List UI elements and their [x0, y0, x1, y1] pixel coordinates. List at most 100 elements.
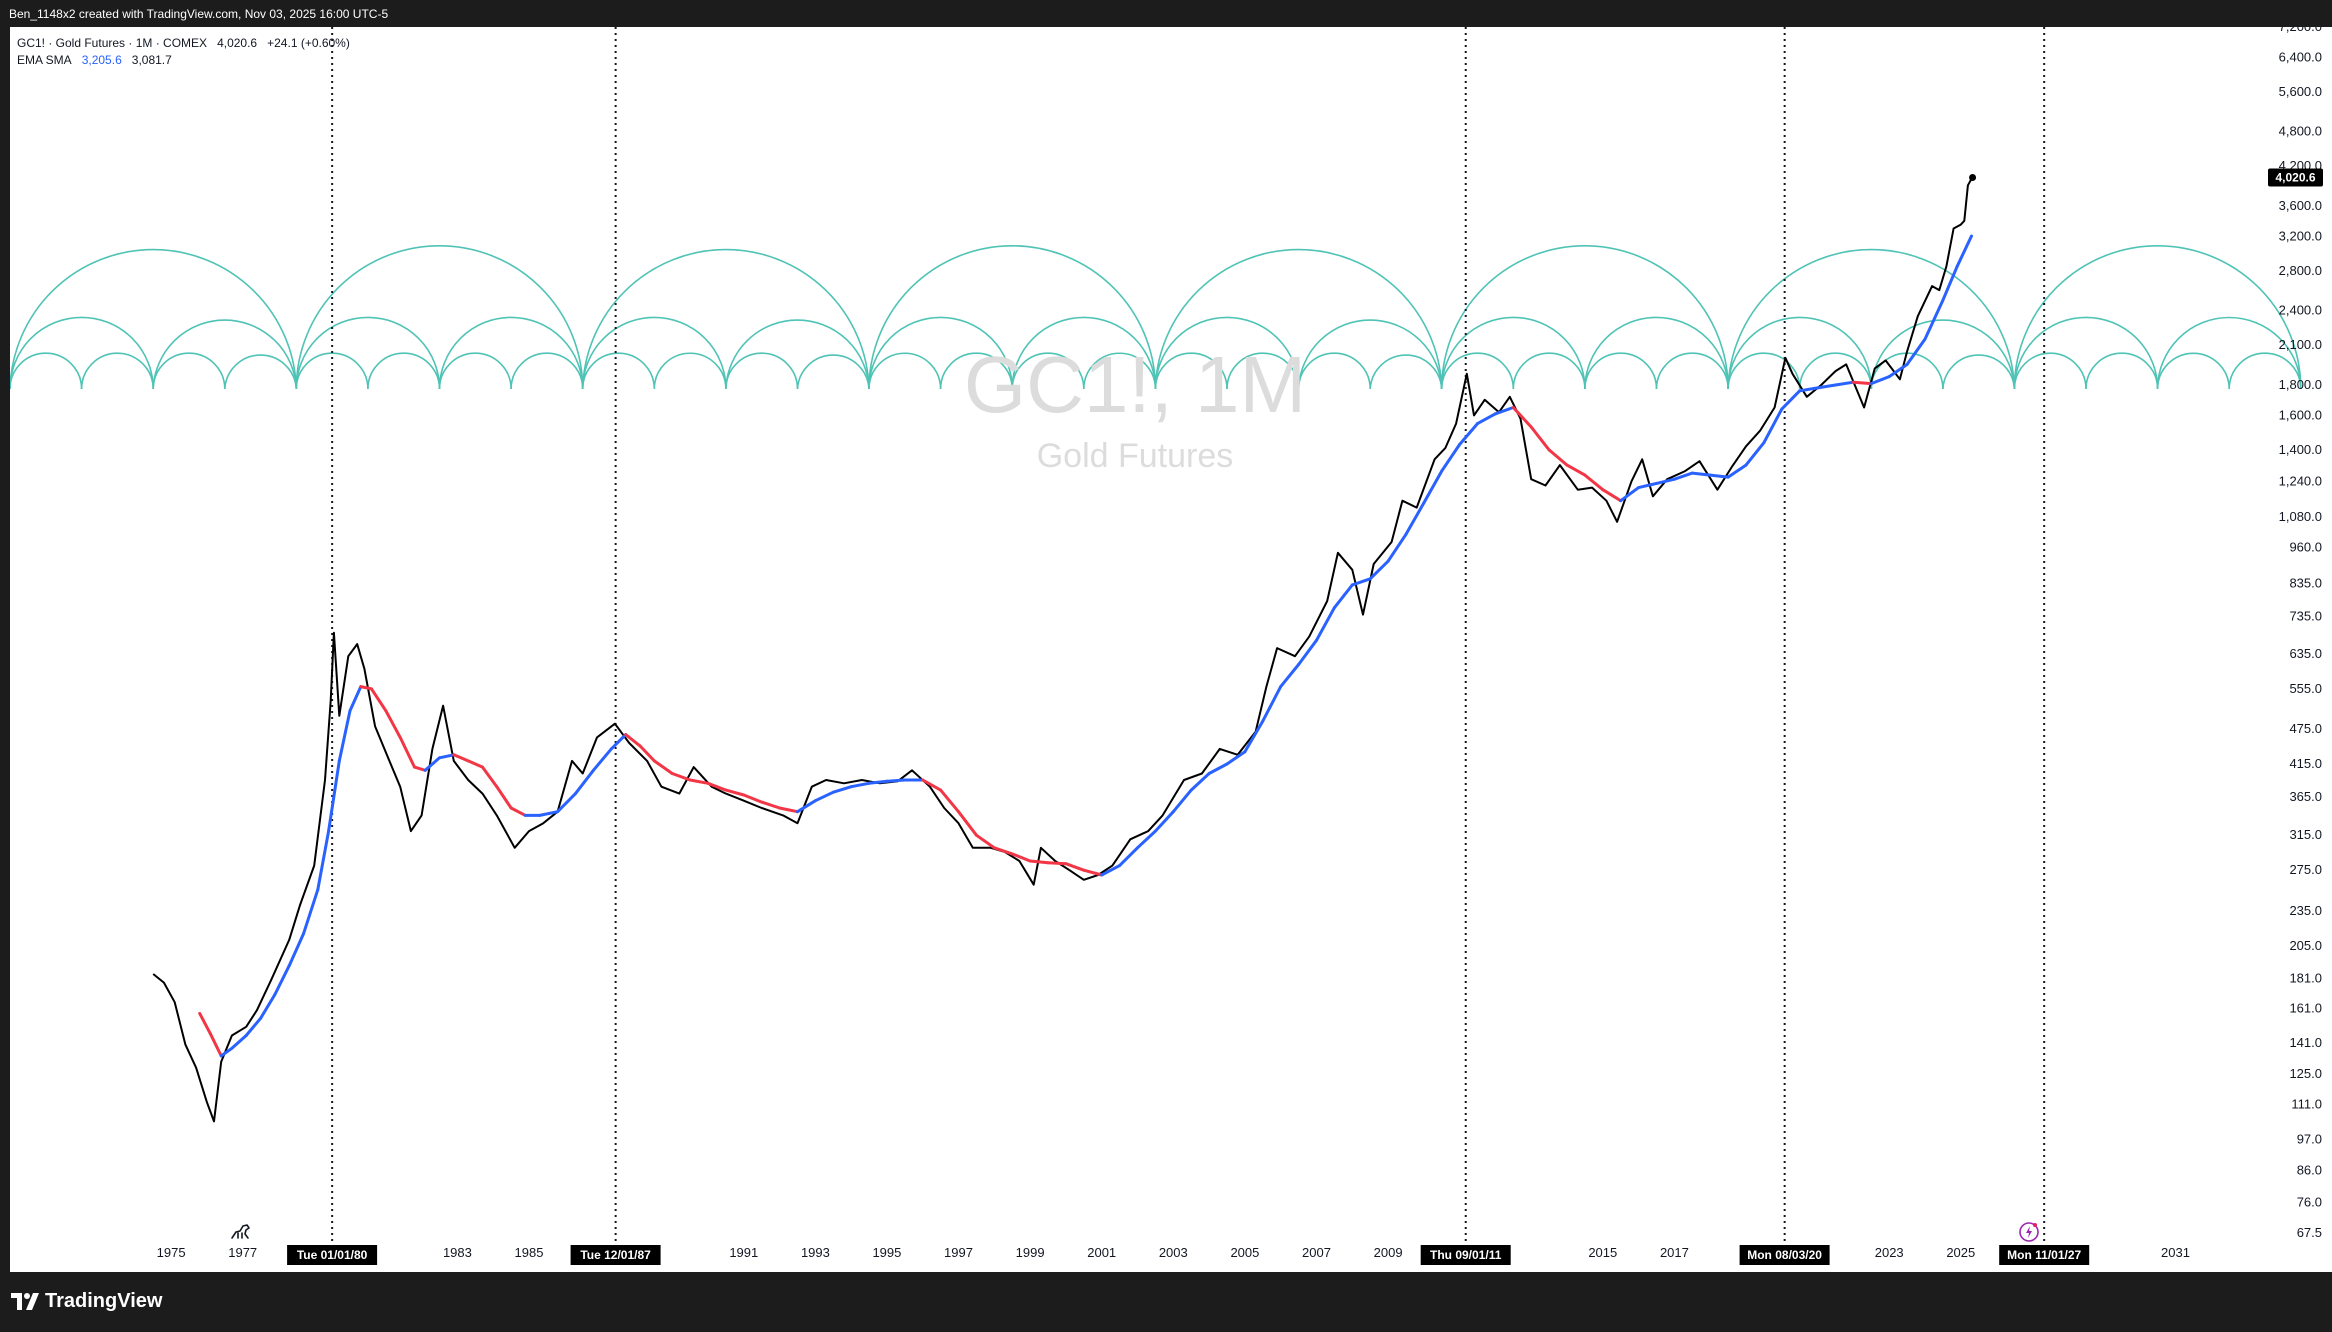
- ema-segment: [1905, 337, 1927, 366]
- ema-segment: [316, 829, 331, 892]
- ema-segment: [1171, 788, 1193, 814]
- ema-segment: [466, 759, 484, 769]
- cycle-marker-label: Thu 09/01/11: [1430, 1248, 1502, 1262]
- ema-segment: [724, 788, 746, 797]
- x-tick-label: 2023: [1875, 1245, 1904, 1260]
- cycle-arc-quarter: [1727, 352, 1801, 390]
- ema-segment: [359, 685, 373, 691]
- ema-segment: [1368, 559, 1390, 581]
- ema-segment: [1690, 471, 1712, 477]
- cycle-arc-quarter: [2228, 352, 2302, 390]
- ema-segment: [1583, 473, 1605, 492]
- cycle-arc-full: [10, 248, 298, 390]
- y-tick-label: 275.0: [2289, 862, 2322, 877]
- y-tick-label: 1,080.0: [2279, 509, 2322, 524]
- cycle-arc-full: [581, 248, 870, 390]
- ema-segment: [1726, 463, 1748, 479]
- cycle-arc-quarter: [2013, 352, 2087, 390]
- ema-segment: [609, 733, 628, 751]
- cycle-arc-quarter: [1369, 354, 1443, 390]
- ema-segment: [1207, 762, 1229, 775]
- ema-segment: [1655, 477, 1676, 485]
- ema-segment: [1762, 407, 1784, 445]
- ema-segment: [1955, 234, 1973, 268]
- cycle-arc-quarter: [367, 352, 441, 390]
- ema-segment: [1869, 375, 1891, 386]
- time-axis[interactable]: 1975 1977 1983 1985 1991 1993 1995 1997 1999 2001…: [157, 1245, 2190, 1260]
- chart-legend[interactable]: GC1! · Gold Futures · 1M · COMEX 4,020.6…: [17, 35, 350, 69]
- ema-segment: [1637, 481, 1658, 490]
- ema-segment: [219, 1046, 234, 1058]
- cycle-marker-label-bg: [570, 1245, 661, 1265]
- price-line[interactable]: [152, 176, 1974, 1123]
- ema-segment: [885, 778, 907, 783]
- ema-segment: [481, 765, 499, 789]
- x-tick-label: 1993: [801, 1245, 830, 1260]
- y-tick-label: 67.5: [2297, 1225, 2322, 1240]
- cycle-arc-quarter: [868, 352, 942, 390]
- cycle-arc-quarter: [152, 352, 226, 390]
- ema-segment: [1440, 443, 1462, 473]
- ema-segment: [1082, 868, 1104, 877]
- cycle-arc-full: [295, 245, 584, 390]
- dinosaur-icon[interactable]: [231, 1224, 250, 1239]
- ema-segment: [1601, 488, 1623, 503]
- ema-segment: [1672, 471, 1694, 481]
- ema-segment: [1476, 412, 1497, 426]
- ema-segment: [1261, 685, 1283, 723]
- ema-segment: [1350, 577, 1372, 587]
- chart-area[interactable]: GC1!, 1M Gold Futures 7,200.0 6,400.0 5,60…: [10, 27, 2332, 1272]
- ema-segment: [1458, 422, 1479, 446]
- symbol-legend-row[interactable]: GC1! · Gold Futures · 1M · COMEX 4,020.6…: [17, 35, 350, 52]
- price-axis[interactable]: 7,200.06,400.05,600.04,800.04,200.03,600…: [2268, 27, 2323, 1240]
- ema-segment: [337, 709, 352, 763]
- cycle-arc-full: [868, 245, 1157, 390]
- cycle-arc-quarter: [725, 352, 799, 390]
- ema-segment: [1064, 862, 1086, 872]
- x-tick-label: 2005: [1230, 1245, 1259, 1260]
- ema-segment: [1297, 638, 1318, 666]
- y-tick-label: 415.0: [2289, 756, 2322, 771]
- y-tick-label: 3,200.0: [2279, 228, 2322, 243]
- ema-segment: [591, 747, 613, 772]
- cycle-arc-quarter: [1655, 352, 1729, 390]
- y-tick-label: 555.0: [2289, 681, 2322, 696]
- x-tick-label: 1977: [228, 1245, 257, 1260]
- ema-segment: [438, 753, 456, 760]
- ema-segment: [1386, 532, 1408, 563]
- cycle-arc-half: [2013, 316, 2159, 390]
- lightning-icon[interactable]: [2019, 1222, 2039, 1242]
- ema-segment: [831, 785, 853, 794]
- price-chart[interactable]: GC1!, 1M Gold Futures 7,200.0 6,400.0 5,60…: [10, 27, 2332, 1272]
- footer-bar: TradingView: [0, 1272, 2332, 1332]
- ema-segment: [760, 800, 782, 810]
- price-series: [152, 173, 1977, 1123]
- ema-segment: [1923, 298, 1945, 341]
- ema-segment: [538, 810, 560, 817]
- cycle-arc-quarter: [224, 354, 298, 390]
- ema-segment: [398, 735, 416, 769]
- cycle-arc-quarter: [295, 352, 369, 390]
- cycle-arc-quarter: [1083, 352, 1157, 390]
- tradingview-logo[interactable]: TradingView: [11, 1290, 162, 1313]
- x-tick-label: 1999: [1016, 1245, 1045, 1260]
- cycle-arc-quarter: [1154, 352, 1228, 390]
- cycle-arc-full: [1440, 245, 1729, 390]
- x-tick-label: 2003: [1159, 1245, 1188, 1260]
- cycle-marker-label-bg: [1420, 1245, 1511, 1265]
- y-tick-label: 2,100.0: [2279, 337, 2322, 352]
- cycle-arc-half: [10, 316, 154, 390]
- sma-value: 3,081.7: [131, 53, 172, 67]
- y-tick-label: 76.0: [2297, 1194, 2322, 1209]
- last-price: 4,020.6: [217, 36, 258, 50]
- ema-segment: [638, 744, 656, 763]
- indicator-legend-row[interactable]: EMA SMA 3,205.6 3,081.7: [17, 52, 350, 69]
- cycle-arc-quarter: [1798, 352, 1873, 390]
- cycle-arc-half: [152, 319, 298, 390]
- cycle-arc-half: [2156, 316, 2302, 390]
- cycle-arc-quarter: [1870, 352, 1944, 390]
- cycle-marker-label-bg: [287, 1245, 378, 1265]
- cycle-arc-full: [2013, 245, 2302, 390]
- chart-icons: [231, 1222, 2039, 1242]
- cycle-arc-quarter: [1584, 352, 1658, 390]
